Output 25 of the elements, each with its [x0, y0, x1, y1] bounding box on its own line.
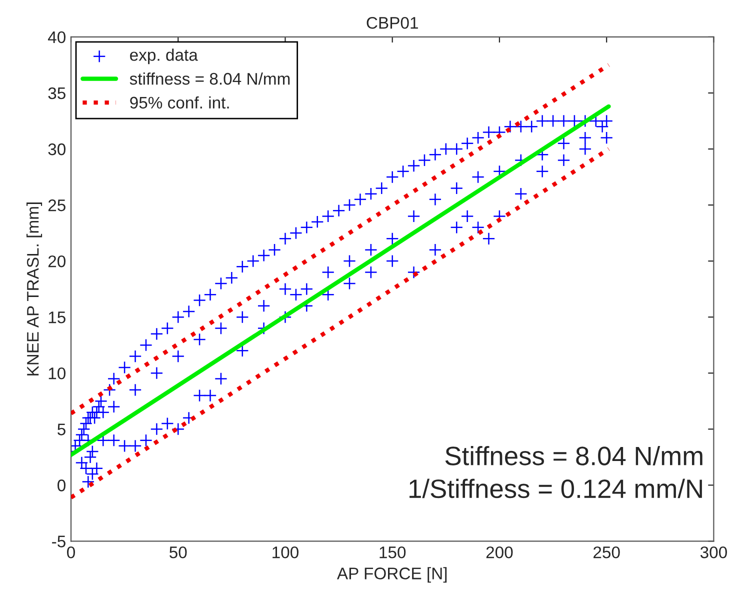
x-tick-label: 50 — [170, 546, 187, 558]
y-tick-label: 5 — [58, 424, 66, 436]
y-axis-title: KNEE AP TRASL. [mm] — [26, 202, 42, 376]
y-tick-label: 30 — [48, 143, 66, 156]
x-tick-label: 100 — [272, 546, 298, 558]
legend-label: stiffness = 8.04 N/mm — [130, 72, 290, 85]
y-tick-label: 25 — [48, 199, 66, 212]
legend-label: 95% conf. int. — [130, 96, 229, 109]
y-tick-label: 40 — [48, 31, 66, 44]
x-tick-label: 250 — [594, 546, 620, 558]
x-axis-title: AP FORCE [N] — [336, 567, 447, 583]
x-tick-label: 0 — [67, 546, 75, 558]
annotation: 1/Stiffness = 0.124 mm/N — [410, 478, 702, 498]
legend-label: exp. data — [130, 48, 198, 64]
x-tick-label: 150 — [380, 546, 406, 558]
annotation: Stiffness = 8.04 N/mm — [445, 446, 702, 466]
y-tick-label: 35 — [48, 87, 66, 100]
x-tick-label: 200 — [486, 546, 513, 558]
y-tick-label: 20 — [48, 255, 66, 268]
chart-title: CBP01 — [366, 16, 418, 29]
x-tick-label: 300 — [700, 546, 727, 558]
y-tick-label: 10 — [48, 367, 66, 380]
y-tick-label: -5 — [52, 536, 66, 548]
y-tick-label: 15 — [48, 312, 66, 324]
y-tick-label: 0 — [58, 480, 66, 492]
